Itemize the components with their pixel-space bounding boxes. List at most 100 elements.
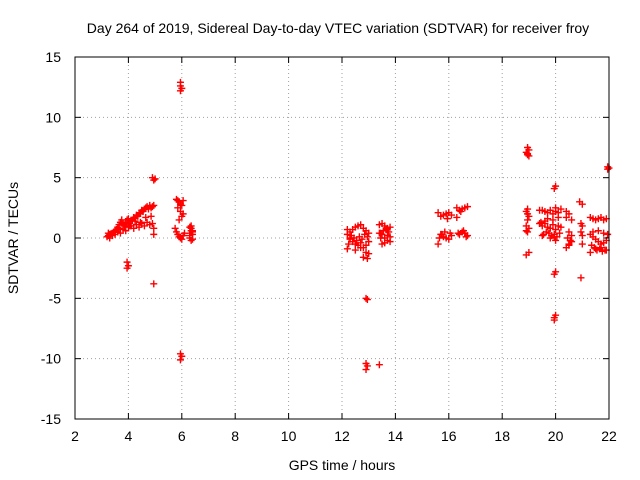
data-point xyxy=(438,230,446,238)
data-point xyxy=(176,356,184,364)
data-point xyxy=(116,229,124,237)
data-point xyxy=(365,229,373,237)
data-point xyxy=(568,238,576,246)
data-point xyxy=(525,212,533,220)
data-point xyxy=(550,185,558,193)
data-point xyxy=(171,224,179,232)
data-point xyxy=(453,204,461,212)
data-point xyxy=(187,236,195,244)
data-point xyxy=(343,245,351,253)
data-point xyxy=(135,210,143,218)
y-tick-labels: -15 -10 -5 0 5 10 15 xyxy=(41,49,61,427)
data-point xyxy=(174,204,182,212)
data-point xyxy=(524,150,532,158)
data-point xyxy=(435,234,443,242)
data-point xyxy=(135,223,143,231)
data-point xyxy=(537,218,545,226)
x-tick-label: 14 xyxy=(388,428,404,444)
x-tick-label: 18 xyxy=(494,428,510,444)
data-point xyxy=(358,235,366,243)
data-point xyxy=(375,361,383,369)
data-point xyxy=(385,228,393,236)
data-point xyxy=(554,213,562,221)
data-point xyxy=(525,224,533,232)
data-point xyxy=(546,224,554,232)
data-point xyxy=(578,240,586,248)
data-point xyxy=(353,236,361,244)
data-point xyxy=(176,87,184,95)
data-point xyxy=(186,229,194,237)
data-point xyxy=(365,238,373,246)
data-point xyxy=(178,352,186,360)
data-point xyxy=(568,232,576,240)
data-point xyxy=(357,244,365,252)
data-point xyxy=(120,221,128,229)
data-point xyxy=(565,228,573,236)
data-point xyxy=(457,207,465,215)
y-tick-label: 0 xyxy=(53,230,61,246)
x-tick-label: 16 xyxy=(441,428,457,444)
data-point xyxy=(179,197,187,205)
data-point xyxy=(443,215,451,223)
data-point xyxy=(362,241,370,249)
data-point xyxy=(363,362,371,370)
data-point xyxy=(566,236,574,244)
data-point xyxy=(375,229,383,237)
data-point xyxy=(377,234,385,242)
data-point xyxy=(463,203,471,211)
data-point xyxy=(445,235,453,243)
data-point xyxy=(351,246,359,254)
data-point xyxy=(463,232,471,240)
data-point xyxy=(362,366,370,374)
data-point xyxy=(549,216,557,224)
data-point xyxy=(140,222,148,230)
data-point xyxy=(150,224,158,232)
data-point xyxy=(176,200,184,208)
data-point xyxy=(131,217,139,225)
data-point xyxy=(104,229,112,237)
data-point xyxy=(462,233,470,241)
data-point xyxy=(546,234,554,242)
x-tick-label: 22 xyxy=(601,428,617,444)
grid-lines xyxy=(75,57,609,419)
data-point xyxy=(552,204,560,212)
data-point xyxy=(578,222,586,230)
data-point xyxy=(345,240,353,248)
y-tick-label: 5 xyxy=(53,170,61,186)
data-point xyxy=(577,228,585,236)
data-point xyxy=(524,216,532,224)
data-point xyxy=(362,294,370,302)
data-point xyxy=(565,210,573,218)
data-point xyxy=(178,201,186,209)
data-point xyxy=(447,211,455,219)
data-point xyxy=(151,175,159,183)
data-points xyxy=(103,78,613,374)
data-point xyxy=(110,228,118,236)
data-point xyxy=(594,227,602,235)
data-point xyxy=(459,227,467,235)
x-tick-labels: 2 4 6 8 10 12 14 16 18 20 22 xyxy=(71,428,617,444)
data-point xyxy=(578,232,586,240)
x-tick-label: 4 xyxy=(125,428,133,444)
data-point xyxy=(562,213,570,221)
data-point xyxy=(359,253,367,261)
data-point xyxy=(550,270,558,278)
axis-ticks xyxy=(74,56,610,420)
data-point xyxy=(122,227,130,235)
data-point xyxy=(150,201,158,209)
data-point xyxy=(123,264,131,272)
data-point xyxy=(386,223,394,231)
data-point xyxy=(434,209,442,217)
data-point xyxy=(115,224,123,232)
data-point xyxy=(556,229,564,237)
data-point xyxy=(142,213,150,221)
data-point xyxy=(589,228,597,236)
data-point xyxy=(386,238,394,246)
data-point xyxy=(546,206,554,214)
data-point xyxy=(186,223,194,231)
x-tick-label: 2 xyxy=(71,428,79,444)
chart-title: Day 264 of 2019, Sidereal Day-to-day VTE… xyxy=(87,20,589,36)
data-point xyxy=(604,230,612,238)
data-point xyxy=(363,296,371,304)
data-point xyxy=(363,233,371,241)
